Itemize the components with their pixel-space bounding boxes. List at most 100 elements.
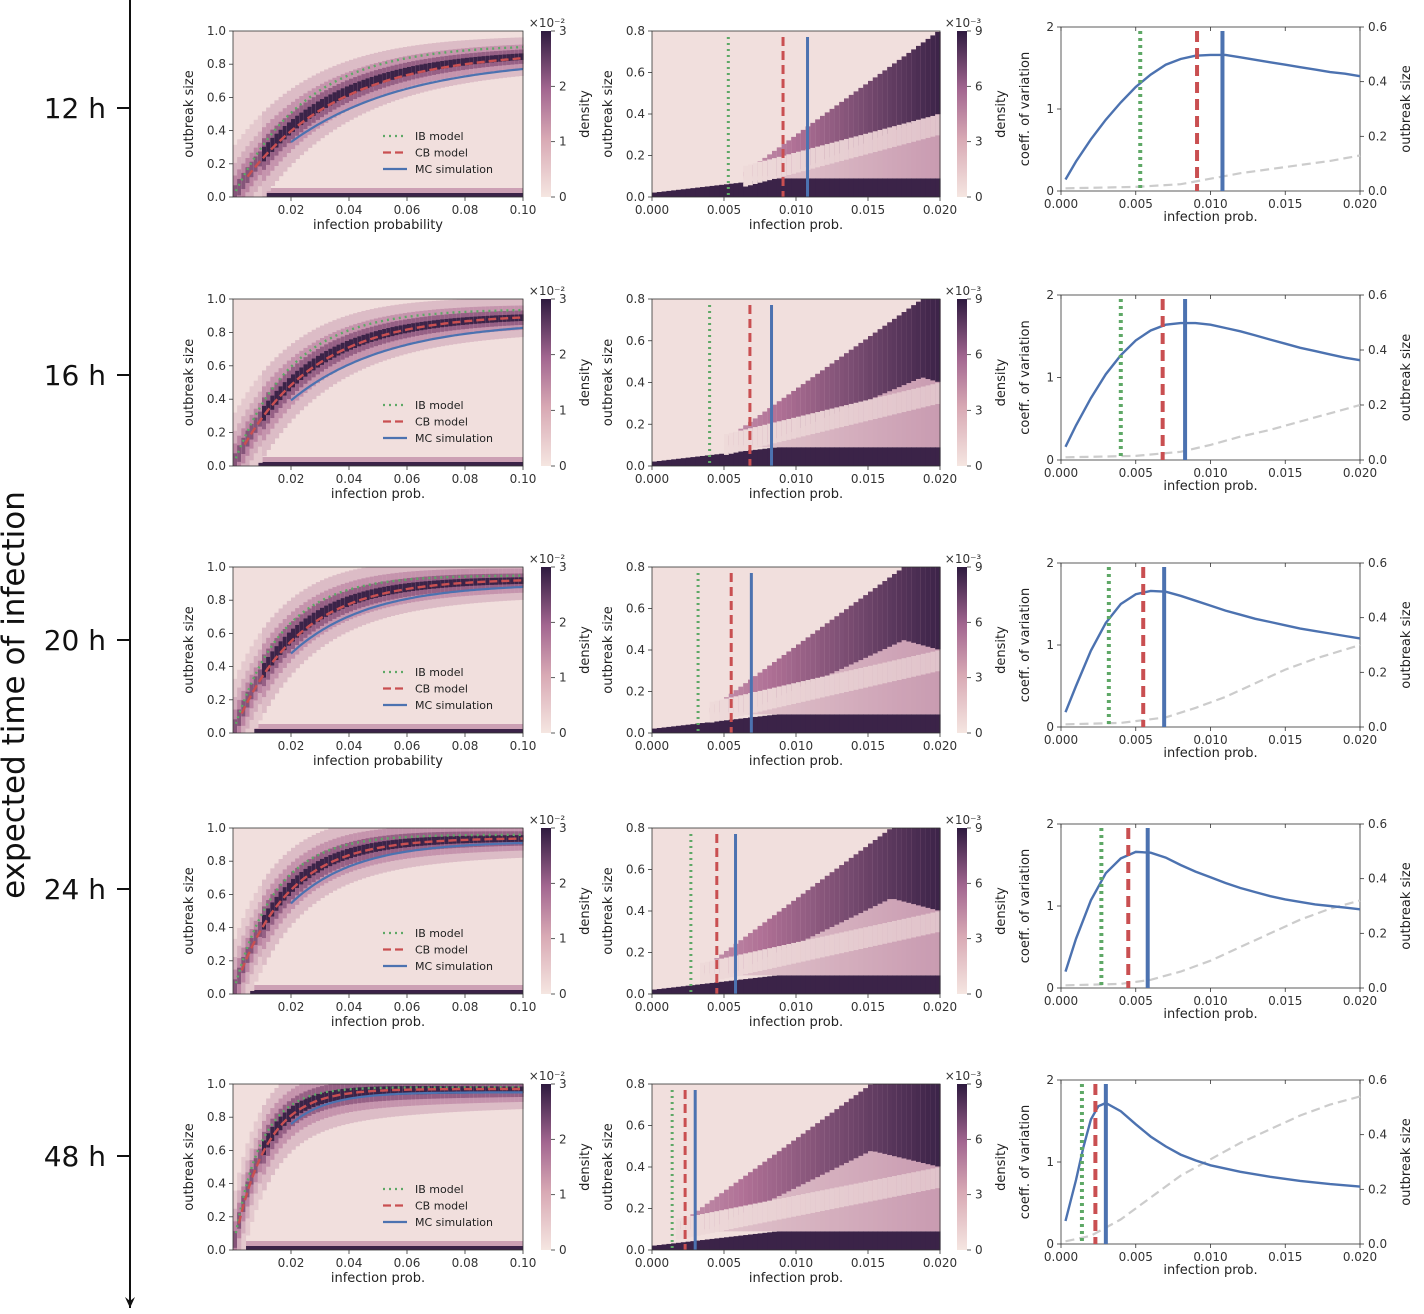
y-tick-label-right: 0.0 <box>1368 453 1387 467</box>
heatmap-major-band <box>786 904 792 948</box>
heatmap-minor-band <box>680 458 687 466</box>
x-tick-label: 0.06 <box>394 739 421 753</box>
heatmap-minor-band <box>916 1231 922 1250</box>
y-axis-label-right: outbreak size <box>1399 1118 1414 1205</box>
heatmap-minor-band <box>911 1231 917 1250</box>
heatmap-gap <box>839 140 845 161</box>
heatmap-minor-band <box>704 455 711 466</box>
heatmap-diffuse <box>872 1084 879 1232</box>
heatmap-minor-band <box>762 179 768 197</box>
heatmap-minor-band <box>656 1245 663 1250</box>
heatmap-major-band <box>767 918 773 958</box>
heatmap-minor-band <box>896 447 903 466</box>
heatmap-minor-band <box>690 724 696 733</box>
heatmap-major-band <box>877 1084 883 1153</box>
y-tick-label: 0.2 <box>626 1202 645 1216</box>
heatmap-minor-band <box>882 447 888 466</box>
heatmap-cell <box>336 851 342 863</box>
heatmap-minor-band <box>834 714 840 733</box>
heatmap-major-band <box>896 59 903 130</box>
heatmap-minor-band <box>700 187 706 197</box>
y-tick-label: 0.4 <box>207 392 226 406</box>
heatmap-gap <box>820 1190 826 1212</box>
x-axis-label: infection prob. <box>749 1015 843 1030</box>
heatmap-major-band <box>863 84 869 144</box>
heatmap-gap <box>752 427 759 448</box>
heatmap-cell <box>423 581 429 590</box>
heatmap-diffuse <box>896 570 903 715</box>
x-tick-label: 0.02 <box>278 739 305 753</box>
heatmap-major-band <box>887 1084 893 1156</box>
x-tick-label: 0.010 <box>779 203 813 217</box>
heatmap-gap <box>839 406 845 428</box>
y-axis-label-right: outbreak size <box>1399 862 1414 949</box>
heatmap-major-band <box>930 35 936 117</box>
y-tick-label: 0.2 <box>207 1210 226 1224</box>
heatmap-minor-band <box>872 178 879 197</box>
y-tick-label-left: 1 <box>1046 638 1054 652</box>
heatmap-gap <box>844 405 850 426</box>
heatmap-minor-band <box>916 975 922 994</box>
heatmap-cell <box>436 1086 441 1094</box>
heatmap-minor-band <box>800 1231 807 1250</box>
x-tick-label: 0.020 <box>1343 197 1377 211</box>
x-tick-label: 0.02 <box>278 472 305 486</box>
heatmap-cell <box>257 151 263 167</box>
heatmap-minor-band <box>872 1231 879 1250</box>
heatmap-gap <box>887 661 893 683</box>
heatmap-minor-band <box>676 189 682 197</box>
heatmap-major-band <box>772 915 778 955</box>
heatmap-cell <box>340 1088 346 1100</box>
heatmap-panel-middle-12h: 0.000 0.005 0.010 0.015 0.020 0.0 0.2 0.4 0.6 0.8… <box>601 16 1009 233</box>
heatmap-gap <box>709 701 715 723</box>
heatmap-minor-band <box>656 460 663 466</box>
heatmap-gap <box>906 657 912 678</box>
x-tick-label: 0.010 <box>1193 1250 1227 1264</box>
heatmap-minor-band <box>824 178 831 197</box>
heatmap-gap <box>853 136 859 158</box>
plot-frame <box>232 298 524 467</box>
heatmap-cell <box>241 172 247 190</box>
heatmap-cell <box>253 676 259 692</box>
heatmap-minor-band <box>748 450 754 466</box>
heatmap-cell <box>344 86 350 97</box>
heatmap-gap <box>767 423 773 445</box>
heatmap-minor-band <box>868 714 874 733</box>
heatmap-extinction-halo <box>233 724 523 729</box>
legend-ib-model: IB model <box>415 666 464 679</box>
heatmap-minor-band <box>767 715 773 733</box>
heatmap-minor-band <box>685 188 691 197</box>
heatmap-major-band <box>791 900 797 946</box>
heatmap-cell <box>278 891 284 906</box>
heatmap-minor-band <box>853 1231 859 1250</box>
x-tick-label: 0.020 <box>923 203 957 217</box>
heatmap-cell <box>502 54 508 62</box>
heatmap-minor-band <box>671 1243 677 1250</box>
heatmap-cell <box>282 887 288 901</box>
heatmap-cell <box>373 1086 379 1097</box>
heatmap-major-band <box>858 342 864 404</box>
heatmap-minor-band <box>666 190 672 197</box>
heatmap-minor-band <box>877 714 883 733</box>
heatmap-minor-band <box>719 720 725 733</box>
heatmap-major-band <box>848 94 855 150</box>
x-tick-label: 0.08 <box>452 203 479 217</box>
heatmap-major-band <box>834 360 840 414</box>
heatmap-major-band <box>800 893 807 941</box>
heatmap-gap <box>724 698 730 720</box>
heatmap-gap <box>743 165 749 187</box>
y-tick-label: 1.0 <box>207 1077 226 1091</box>
mc-simulation-curve <box>290 67 524 143</box>
heatmap-cell <box>307 106 313 119</box>
y-tick-label: 0.8 <box>626 292 645 306</box>
heatmap-minor-band <box>752 977 759 994</box>
heatmap-diffuse <box>829 1112 835 1232</box>
heatmap-gap <box>906 122 912 144</box>
heatmap-cell <box>473 1086 479 1094</box>
y-axis-label: outbreak size <box>601 606 616 693</box>
heatmap-cell <box>423 1086 429 1095</box>
heatmap-major-band <box>839 612 845 669</box>
heatmap-major-band <box>796 1137 802 1187</box>
heatmap-cell <box>373 75 379 86</box>
heatmap-minor-band <box>829 975 835 994</box>
